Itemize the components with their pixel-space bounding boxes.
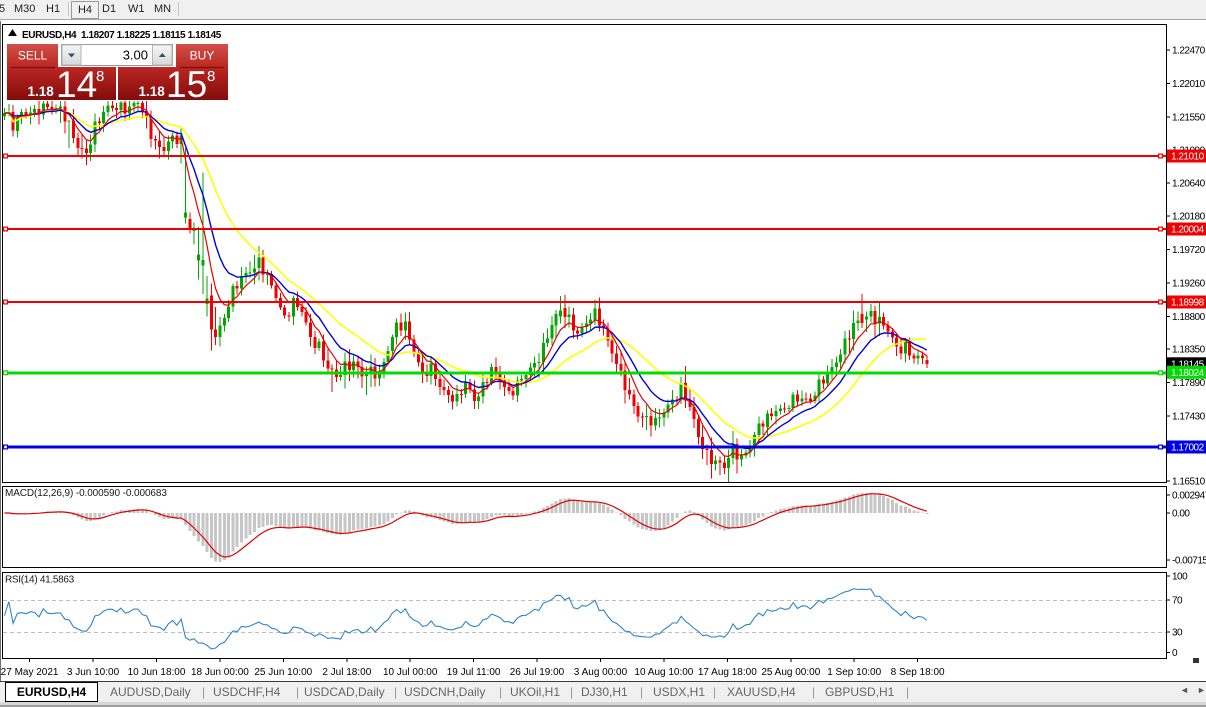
svg-text:26 Jul 19:00: 26 Jul 19:00 bbox=[510, 667, 565, 678]
svg-text:100: 100 bbox=[1172, 572, 1188, 583]
svg-text:25 Aug 00:00: 25 Aug 00:00 bbox=[761, 667, 820, 678]
svg-text:10 Jun 18:00: 10 Jun 18:00 bbox=[128, 667, 186, 678]
svg-text:1 Sep 10:00: 1 Sep 10:00 bbox=[827, 667, 881, 678]
svg-text:1.17430: 1.17430 bbox=[1172, 411, 1206, 422]
svg-text:3 Aug 00:00: 3 Aug 00:00 bbox=[574, 667, 628, 678]
svg-text:30: 30 bbox=[1172, 628, 1183, 639]
svg-text:MACD(12,26,9) -0.000590 -0.000: MACD(12,26,9) -0.000590 -0.000683 bbox=[5, 488, 167, 499]
svg-text:0.00: 0.00 bbox=[1172, 509, 1190, 520]
svg-text:3.00: 3.00 bbox=[123, 48, 148, 63]
svg-text:0: 0 bbox=[1172, 648, 1178, 659]
svg-text:10 Aug 10:00: 10 Aug 10:00 bbox=[634, 667, 693, 678]
svg-text:RSI(14) 41.5863: RSI(14) 41.5863 bbox=[5, 575, 75, 586]
svg-text:1.21550: 1.21550 bbox=[1172, 112, 1206, 123]
svg-text:1.21010: 1.21010 bbox=[1171, 152, 1205, 163]
svg-text:10 Jul 00:00: 10 Jul 00:00 bbox=[383, 667, 438, 678]
svg-text:SELL: SELL bbox=[18, 49, 48, 63]
svg-text:14: 14 bbox=[56, 64, 97, 105]
svg-text:3 Jun 10:00: 3 Jun 10:00 bbox=[67, 667, 120, 678]
svg-text:19 Jul 11:00: 19 Jul 11:00 bbox=[447, 667, 501, 678]
svg-text:1.18350: 1.18350 bbox=[1172, 345, 1206, 356]
svg-text:1.18800: 1.18800 bbox=[1172, 312, 1206, 323]
svg-text:1.16510: 1.16510 bbox=[1172, 476, 1206, 487]
svg-text:17 Aug 18:00: 17 Aug 18:00 bbox=[698, 667, 757, 678]
svg-text:18 Jun 00:00: 18 Jun 00:00 bbox=[191, 667, 249, 678]
svg-text:1.18: 1.18 bbox=[139, 84, 166, 99]
svg-text:1.19260: 1.19260 bbox=[1172, 279, 1206, 290]
svg-text:1.18024: 1.18024 bbox=[1171, 368, 1205, 379]
svg-text:8: 8 bbox=[207, 68, 215, 85]
svg-text:1.18145: 1.18145 bbox=[1171, 359, 1205, 370]
svg-text:8: 8 bbox=[96, 68, 104, 85]
svg-text:8 Sep 18:00: 8 Sep 18:00 bbox=[891, 667, 945, 678]
svg-text:15: 15 bbox=[166, 64, 207, 105]
svg-text:1.20640: 1.20640 bbox=[1172, 178, 1206, 189]
svg-text:BUY: BUY bbox=[190, 49, 215, 63]
svg-text:25 Jun 10:00: 25 Jun 10:00 bbox=[254, 667, 312, 678]
svg-text:1.20004: 1.20004 bbox=[1171, 225, 1205, 236]
svg-text:EURUSD,H4 1.18207 1.18225 1.1: EURUSD,H4 1.18207 1.18225 1.18115 1.1814… bbox=[22, 30, 222, 41]
svg-text:0.002947: 0.002947 bbox=[1172, 491, 1206, 502]
svg-text:2 Jul 18:00: 2 Jul 18:00 bbox=[322, 667, 371, 678]
svg-text:70: 70 bbox=[1172, 596, 1183, 607]
svg-text:1.22470: 1.22470 bbox=[1172, 46, 1206, 57]
svg-text:27 May 2021: 27 May 2021 bbox=[1, 667, 59, 678]
svg-text:1.17002: 1.17002 bbox=[1171, 443, 1205, 454]
svg-text:1.19720: 1.19720 bbox=[1172, 245, 1206, 256]
svg-text:1.18: 1.18 bbox=[28, 84, 55, 99]
svg-text:1.20180: 1.20180 bbox=[1172, 212, 1206, 223]
svg-text:1.18998: 1.18998 bbox=[1171, 298, 1205, 309]
svg-text:-0.00715: -0.00715 bbox=[1172, 556, 1206, 567]
svg-text:1.17890: 1.17890 bbox=[1172, 378, 1206, 389]
svg-text:1.22010: 1.22010 bbox=[1172, 79, 1206, 90]
